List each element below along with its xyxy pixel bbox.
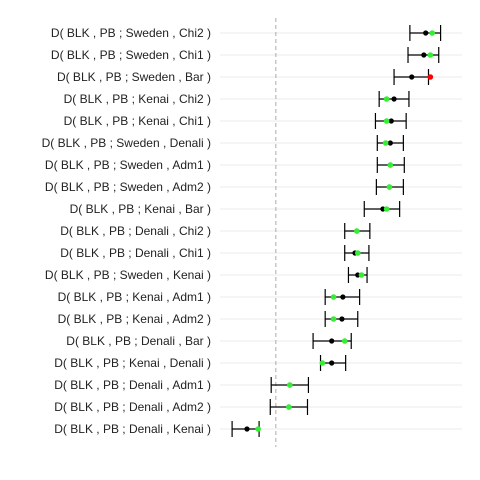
estimate-point <box>409 74 415 80</box>
estimate-point <box>244 426 250 432</box>
row-label: D( BLK , PB ; Kenai , Adm2 ) <box>58 312 211 326</box>
row-label: D( BLK , PB ; Sweden , Chi2 ) <box>51 26 211 40</box>
row-label: D( BLK , PB ; Sweden , Adm2 ) <box>45 180 211 194</box>
gridlines <box>220 32 462 430</box>
row-label: D( BLK , PB ; Denali , Bar ) <box>66 334 211 348</box>
estimate-point <box>391 96 397 102</box>
row-label: D( BLK , PB ; Sweden , Kenai ) <box>45 268 211 282</box>
row-label: D( BLK , PB ; Kenai , Bar ) <box>70 202 211 216</box>
observed-point <box>319 360 326 366</box>
estimate-point <box>329 360 335 366</box>
observed-point <box>427 74 434 80</box>
row-label: D( BLK , PB ; Sweden , Bar ) <box>57 70 211 84</box>
estimate-point <box>423 30 429 36</box>
row-label: D( BLK , PB ; Kenai , Adm1 ) <box>58 290 211 304</box>
row-label: D( BLK , PB ; Kenai , Chi1 ) <box>64 114 211 128</box>
estimate-point <box>329 338 335 344</box>
estimate-point <box>387 140 393 146</box>
row-label: D( BLK , PB ; Denali , Chi2 ) <box>60 224 211 238</box>
observed-point <box>286 404 292 410</box>
observed-point <box>330 316 337 322</box>
row-label: D( BLK , PB ; Denali , Kenai ) <box>54 422 211 436</box>
estimate-point <box>339 316 345 322</box>
row-label: D( BLK , PB ; Denali , Adm1 ) <box>54 378 211 392</box>
row-label: D( BLK , PB ; Sweden , Denali ) <box>42 136 211 150</box>
row-label: D( BLK , PB ; Sweden , Chi1 ) <box>51 48 211 62</box>
observed-point <box>387 162 394 168</box>
row-label: D( BLK , PB ; Sweden , Adm1 ) <box>45 158 211 172</box>
observed-point <box>287 382 293 388</box>
row-label: D( BLK , PB ; Denali , Adm2 ) <box>54 400 211 414</box>
observed-point <box>354 250 361 256</box>
observed-point <box>354 228 360 234</box>
row-labels: D( BLK , PB ; Sweden , Chi2 ) D( BLK , PB… <box>42 26 211 436</box>
observed-point <box>255 426 261 432</box>
row-label: D( BLK , PB ; Denali , Chi1 ) <box>60 246 211 260</box>
observed-point <box>386 184 393 190</box>
points <box>244 30 436 432</box>
observed-point <box>341 338 348 344</box>
estimate-point <box>421 52 427 58</box>
row-label: D( BLK , PB ; Kenai , Denali ) <box>54 356 211 370</box>
observed-point <box>382 140 389 146</box>
observed-point <box>383 96 390 102</box>
observed-point <box>429 30 436 36</box>
estimate-point <box>340 294 346 300</box>
observed-point <box>330 294 337 300</box>
row-label: D( BLK , PB ; Kenai , Chi2 ) <box>64 92 211 106</box>
observed-point <box>358 272 365 278</box>
observed-point <box>383 206 390 212</box>
estimate-point <box>388 118 394 124</box>
observed-point <box>383 118 390 124</box>
observed-point <box>427 52 434 58</box>
